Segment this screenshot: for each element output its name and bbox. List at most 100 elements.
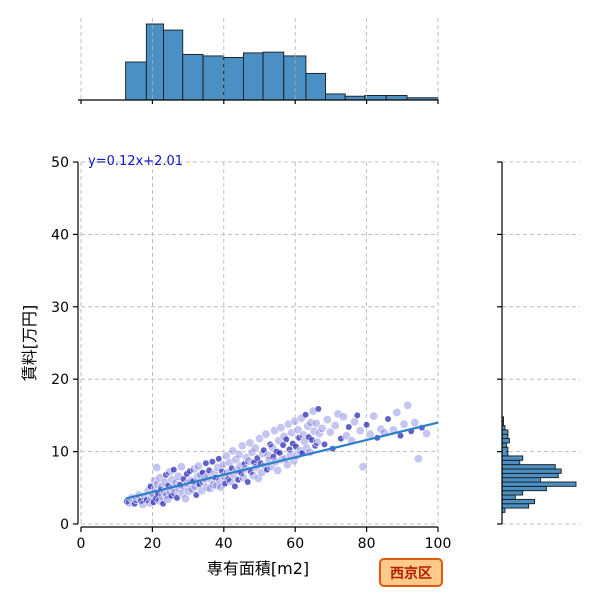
x-tick-label: 40 bbox=[215, 536, 233, 552]
x-tick-label: 100 bbox=[425, 536, 452, 552]
y-histogram-bar bbox=[501, 464, 556, 470]
y-axis-label: 賃料[万円] bbox=[20, 305, 39, 382]
scatter-point bbox=[403, 400, 413, 410]
x-histogram-bar bbox=[223, 56, 244, 101]
scatter-point bbox=[338, 412, 348, 422]
regression-line bbox=[125, 421, 439, 500]
main-axes: 0 20 40 60 80 100 0 10 20 30 40 50 bbox=[51, 155, 451, 552]
scatter-point bbox=[353, 411, 361, 419]
scatter-point bbox=[276, 423, 286, 433]
y-histogram-bar bbox=[501, 429, 509, 435]
scatter-point bbox=[302, 411, 310, 419]
y-histogram-bar bbox=[501, 481, 577, 487]
y-histogram-bar bbox=[501, 485, 547, 492]
x-tick-label: 60 bbox=[286, 536, 304, 552]
scatter-point bbox=[202, 459, 210, 467]
scatter-point bbox=[244, 478, 252, 486]
scatter-point bbox=[397, 432, 404, 440]
scatter-point bbox=[253, 454, 261, 462]
scatter-point bbox=[250, 443, 260, 453]
scatter-point bbox=[321, 440, 328, 448]
scatter-point bbox=[143, 496, 151, 504]
scatter-point bbox=[159, 500, 167, 508]
y-tick-label: 0 bbox=[60, 517, 69, 533]
y-marginal-histogram bbox=[497, 161, 580, 525]
x-histogram-bar bbox=[202, 55, 225, 101]
scatter-point bbox=[312, 437, 322, 447]
x-histogram-bar bbox=[262, 51, 285, 101]
y-histogram-bar bbox=[501, 442, 507, 448]
scatter-point bbox=[413, 454, 423, 464]
scatter-point bbox=[228, 464, 236, 472]
scatter-point bbox=[384, 415, 392, 423]
y-tick-label: 30 bbox=[51, 300, 69, 316]
scatter-point bbox=[322, 415, 332, 425]
y-histogram-bar bbox=[501, 468, 562, 474]
scatter-point bbox=[192, 491, 200, 499]
scatter-point bbox=[349, 417, 359, 427]
y-tick-label: 10 bbox=[51, 445, 69, 461]
y-tick-label: 50 bbox=[51, 155, 69, 171]
y-histogram-bar bbox=[501, 455, 524, 461]
x-histogram-bar bbox=[163, 29, 184, 101]
scatter-point bbox=[226, 476, 236, 486]
y-histogram-bar bbox=[501, 451, 509, 457]
x-marginal-histogram bbox=[78, 18, 439, 104]
y-tick-label: 20 bbox=[51, 372, 69, 388]
scatter-point bbox=[261, 429, 271, 439]
scatter-point bbox=[308, 436, 316, 444]
scatter-point bbox=[369, 411, 379, 421]
x-histogram-bar bbox=[364, 94, 387, 101]
scatter-point bbox=[248, 470, 258, 480]
x-tick-label: 0 bbox=[77, 536, 86, 552]
scatter-point bbox=[215, 455, 223, 463]
scatter-point bbox=[355, 426, 365, 436]
x-tick-label: 20 bbox=[143, 536, 161, 552]
scatter-point bbox=[392, 407, 402, 417]
scatter-point bbox=[317, 423, 327, 433]
scatter-point bbox=[253, 473, 263, 483]
scatter-point bbox=[399, 419, 409, 429]
y-histogram-bar bbox=[501, 503, 530, 509]
scatter-point bbox=[176, 462, 186, 472]
district-badge-label: 西京区 bbox=[390, 565, 432, 582]
scatter-point bbox=[314, 405, 322, 413]
y-histogram-bar bbox=[501, 433, 509, 440]
scatter-point bbox=[208, 458, 216, 466]
x-histogram-bar bbox=[325, 93, 346, 101]
scatter-points bbox=[123, 400, 439, 509]
y-histogram-bar bbox=[501, 490, 524, 496]
regression-equation-label: y=0.12x+2.01 bbox=[88, 154, 183, 169]
x-histogram-bar bbox=[125, 61, 147, 101]
scatter-point bbox=[311, 418, 321, 428]
district-badge: 西京区 bbox=[379, 558, 443, 587]
scatter-point bbox=[410, 418, 420, 428]
scatter-point bbox=[231, 482, 239, 490]
scatter-point bbox=[152, 462, 162, 472]
y-histogram-bar bbox=[501, 472, 559, 479]
scatter-point bbox=[314, 428, 324, 438]
scatter-point bbox=[365, 429, 375, 439]
scatter-point bbox=[255, 434, 265, 444]
scatter-point bbox=[208, 480, 218, 490]
scatter-point bbox=[279, 441, 287, 449]
scatter-point bbox=[162, 471, 170, 479]
scatter-point bbox=[205, 466, 213, 474]
x-histogram-bar bbox=[242, 52, 264, 101]
scatter-point bbox=[422, 428, 432, 438]
scatter-point bbox=[170, 466, 178, 474]
scatter-point bbox=[237, 441, 247, 451]
scatter-point bbox=[234, 476, 242, 484]
y-histogram-bar bbox=[501, 494, 516, 500]
x-histogram-bar bbox=[385, 94, 408, 101]
scatter-point bbox=[231, 455, 241, 465]
scatter-point bbox=[224, 475, 232, 483]
x-histogram-bar bbox=[305, 72, 326, 101]
main-grid bbox=[80, 161, 439, 525]
scatter-point bbox=[197, 486, 207, 496]
scatter-point bbox=[333, 409, 343, 419]
x-axis-label: 専有面積[m2] bbox=[207, 559, 309, 578]
y-tick-label: 40 bbox=[51, 227, 69, 243]
y-histogram-bar bbox=[501, 459, 521, 466]
